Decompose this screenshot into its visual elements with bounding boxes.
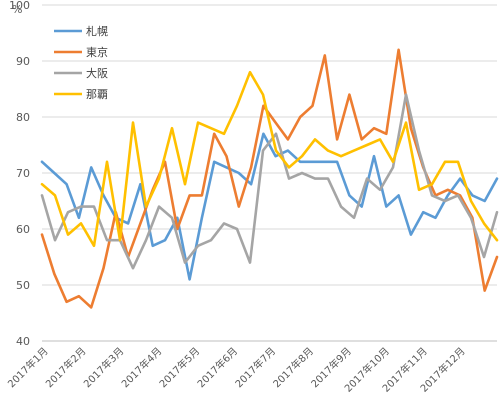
- series-line-1: [40, 132, 499, 281]
- legend-label: 東京: [86, 45, 108, 59]
- y-tick-label: 60: [16, 223, 30, 236]
- y-tick-label: 90: [16, 55, 30, 68]
- legend-label: 大阪: [86, 66, 108, 80]
- legend-label: 那覇: [86, 88, 108, 101]
- y-tick-label: 40: [16, 335, 30, 348]
- legend-label: 札幌: [86, 24, 108, 38]
- y-axis-unit: %: [12, 3, 22, 16]
- x-axis: 2017年1月2017年2月2017年3月2017年4月2017年5月2017年…: [5, 344, 468, 394]
- y-tick-label: 70: [16, 167, 30, 180]
- series-line-3: [40, 93, 499, 270]
- y-axis: 40 50 60 70 80 90 100: [9, 0, 30, 348]
- y-tick-label: 80: [16, 111, 30, 124]
- y-tick-label: 100: [9, 0, 30, 12]
- series-line-4: [40, 70, 499, 248]
- y-tick-label: 50: [16, 279, 30, 292]
- series-lines: [40, 48, 499, 309]
